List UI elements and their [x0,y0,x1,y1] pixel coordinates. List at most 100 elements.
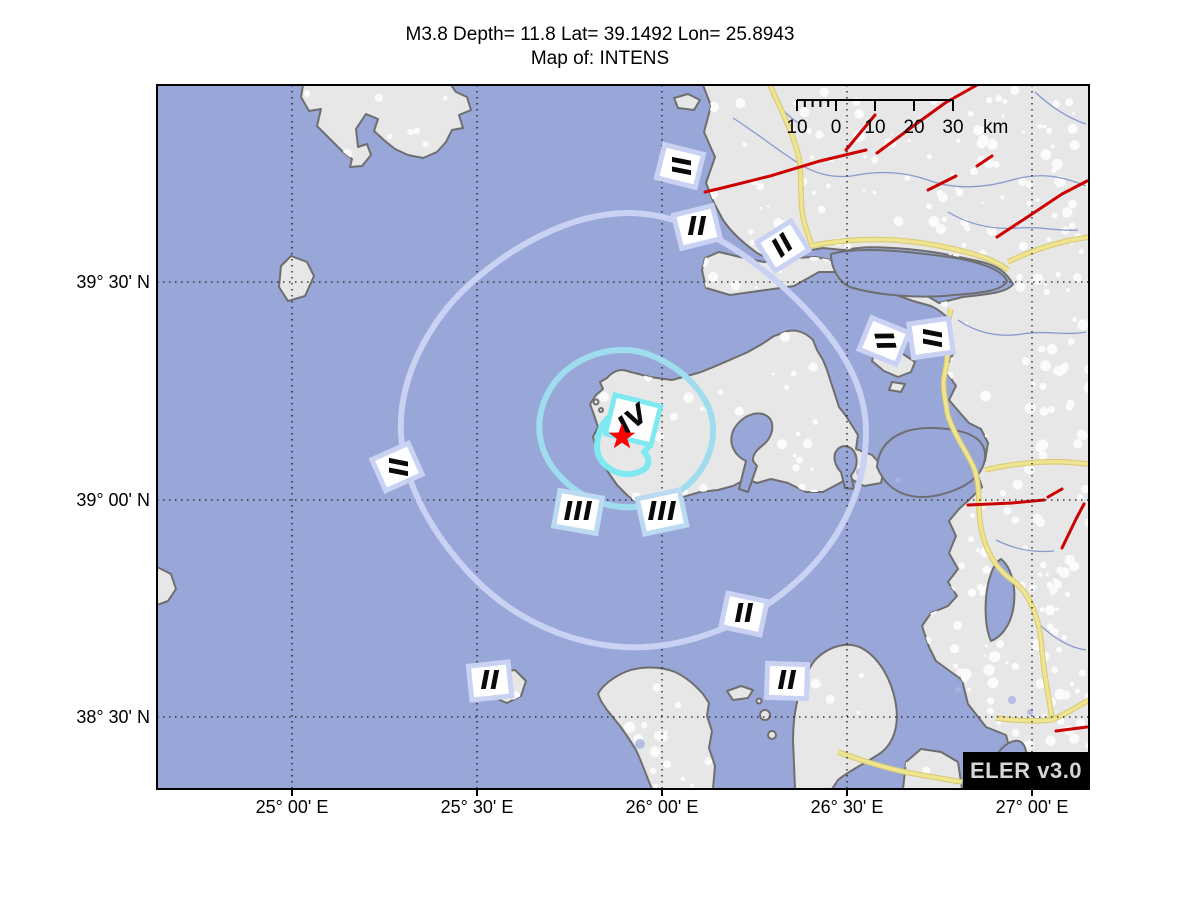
land-texture-blob [819,87,829,97]
land-texture-blob [748,229,754,235]
land-texture-blob [1068,222,1076,229]
scale-tick-label: 10 [786,117,807,138]
land-texture-blob [766,205,770,208]
land-texture-blob [961,243,967,248]
intensity-value: II [916,328,946,348]
islet-dot [592,398,600,406]
plot-border [156,84,1090,790]
land-texture-blob [776,439,788,450]
scale-tick-label: 10 [864,117,885,138]
intensity-box [368,440,426,494]
land-texture-blob [928,216,940,227]
land-texture-blob [986,226,997,236]
land-texture-blob [730,280,741,291]
land-texture-blob [442,95,448,101]
land-texture-blob [967,687,972,692]
island-lemnos [300,85,472,168]
intensity-box [550,487,606,537]
intensity-value: II [777,666,797,696]
land-texture-blob [771,372,775,376]
land-texture-blob [904,175,911,181]
intensity-marker: III [550,487,606,537]
intensity-marker: II [763,660,811,702]
land-texture-blob [1031,381,1036,387]
land-texture-blob [825,694,835,704]
land-texture-blob [1085,742,1089,749]
lat-label: 39° 00' N [76,490,150,510]
roads [767,85,1089,785]
lon-label: 26° 00' E [626,797,699,817]
land-texture-blob [387,133,393,140]
land-texture-blob [968,536,974,543]
land-texture-blob [1039,407,1049,416]
islet-dot [767,730,777,740]
intensity-box [653,141,707,191]
epicenter-star [608,423,636,449]
land-texture-blob [1071,111,1076,116]
islet-dot [598,407,604,413]
land-texture-blob [858,672,865,679]
land-texture-blob [1010,85,1020,96]
intensity-box [763,660,811,702]
land-texture-blob [708,271,719,282]
intensity-marker: II [653,141,707,191]
land-texture-blob [1005,661,1009,665]
land-texture-blob [1043,288,1050,296]
land-texture-blob [413,127,421,135]
land-texture-blob [964,225,971,232]
land-texture-blob [1051,666,1059,674]
land-texture-blob [1065,98,1074,107]
land-texture-blob [1021,130,1025,134]
land-texture-blob [812,191,816,195]
land-texture-blob [1011,729,1020,737]
land-texture-blob [1083,382,1089,394]
land-texture-blob [1067,123,1078,134]
land-texture-blob [986,139,998,150]
intensity-box [717,590,771,638]
land-texture-blob [624,721,636,733]
land-texture-blob [1046,581,1054,589]
land-texture-blob [1011,662,1019,671]
fault-lines [703,85,1089,733]
land-texture-blob [1035,679,1046,689]
axis-ticks [291,789,1033,796]
land-texture-blob [1044,605,1056,616]
land-texture-blob [863,154,867,159]
island-small-west [278,255,315,302]
land-texture-blob [1084,518,1089,528]
land-texture-blob [983,664,995,676]
land-texture-blob [704,757,713,766]
land-texture-blob [708,101,719,113]
land-texture-blob [755,285,758,289]
land-texture-blob [973,125,984,136]
intensity-marker: III [634,486,690,538]
intensity-box [465,659,515,703]
land-texture-blob [976,138,987,149]
title-line-1: M3.8 Depth= 11.8 Lat= 39.1492 Lon= 25.89… [406,24,795,45]
gulf-kalloni [730,412,774,493]
land-texture-blob [1069,733,1080,744]
islets-oinousses [726,685,754,701]
land-texture-blob [819,683,822,687]
land-texture-blob [784,384,790,390]
land-texture-blob [1018,241,1028,251]
land-texture-blob [987,677,999,689]
land-texture-blob [976,583,984,591]
land-texture-blob [925,203,932,210]
land-texture-blob [799,106,810,118]
intensity-marker: II [906,315,956,361]
land-texture-blob [1078,669,1087,677]
land-texture-blob [1042,124,1047,129]
land-texture-blob [680,776,686,782]
land-texture-blob [792,464,800,472]
land-texture-blob [699,483,708,493]
land-texture-blob [649,746,661,758]
land-texture-blob [965,322,969,325]
land-texture-blob [599,391,609,402]
intensity-value: II [382,457,412,477]
land-texture-blob [1024,402,1036,414]
land-texture-blob [1036,517,1046,528]
land-texture-blob [844,243,852,250]
land-texture-blob [303,90,311,97]
